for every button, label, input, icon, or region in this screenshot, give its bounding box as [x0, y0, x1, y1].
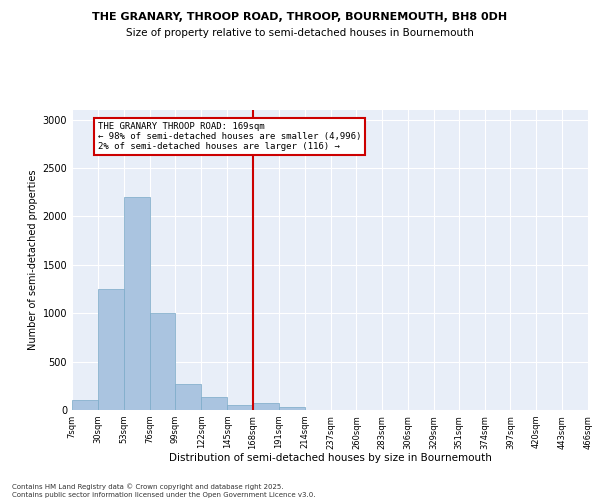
Text: Size of property relative to semi-detached houses in Bournemouth: Size of property relative to semi-detach…	[126, 28, 474, 38]
Bar	[279, 407, 305, 410]
Bar	[124, 197, 149, 410]
Text: Contains HM Land Registry data © Crown copyright and database right 2025.
Contai: Contains HM Land Registry data © Crown c…	[12, 484, 316, 498]
Bar	[98, 289, 124, 410]
Text: THE GRANARY, THROOP ROAD, THROOP, BOURNEMOUTH, BH8 0DH: THE GRANARY, THROOP ROAD, THROOP, BOURNE…	[92, 12, 508, 22]
Text: THE GRANARY THROOP ROAD: 169sqm
← 98% of semi-detached houses are smaller (4,996: THE GRANARY THROOP ROAD: 169sqm ← 98% of…	[98, 122, 361, 152]
Bar	[175, 384, 201, 410]
X-axis label: Distribution of semi-detached houses by size in Bournemouth: Distribution of semi-detached houses by …	[169, 453, 491, 463]
Bar	[201, 398, 227, 410]
Bar	[227, 405, 253, 410]
Bar	[253, 403, 279, 410]
Y-axis label: Number of semi-detached properties: Number of semi-detached properties	[28, 170, 38, 350]
Bar	[149, 313, 175, 410]
Bar	[72, 400, 98, 410]
